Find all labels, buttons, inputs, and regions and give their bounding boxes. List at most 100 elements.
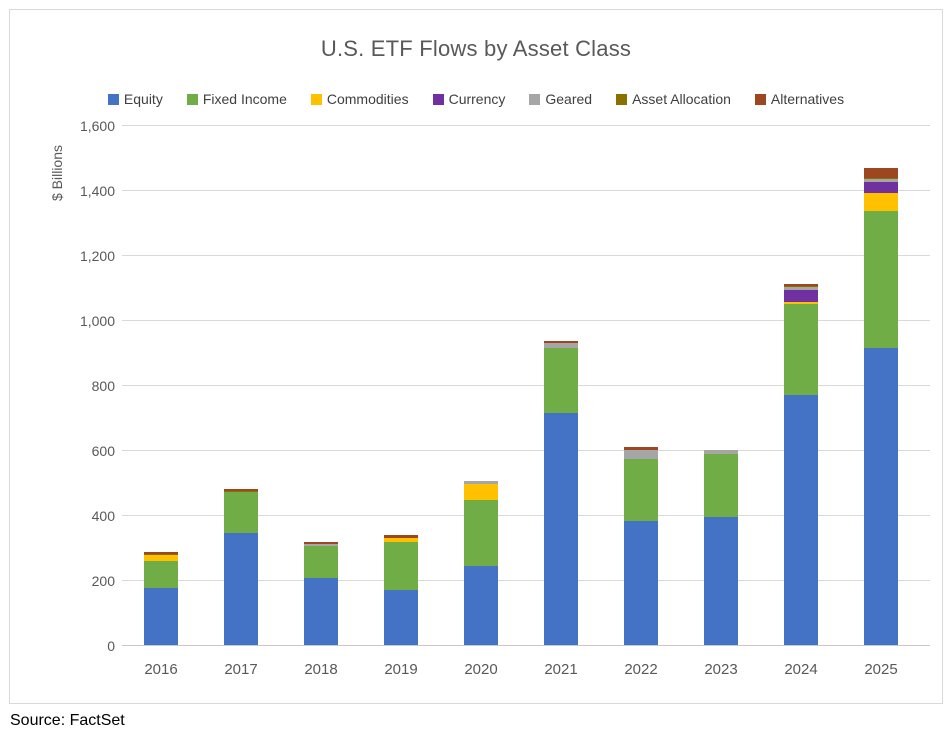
bar-segment-commodities-2017	[224, 491, 258, 493]
bar-segment-commodities-2024	[784, 301, 818, 305]
bar-segment-alternatives-2025	[864, 168, 898, 178]
bar-segment-alternatives-2016	[144, 551, 178, 554]
x-tick-label-2016: 2016	[144, 661, 178, 678]
x-tick-label-2023: 2023	[704, 661, 738, 678]
x-axis-line	[122, 645, 930, 646]
bar-segment-fixed-income-2020	[464, 499, 498, 567]
legend-swatch-icon	[310, 93, 322, 105]
gridline	[122, 255, 930, 256]
y-axis-title-text: $ Billions	[49, 144, 65, 202]
legend-label: Alternatives	[770, 91, 845, 107]
legend-swatch-icon	[432, 93, 444, 105]
legend-swatch-icon	[616, 93, 628, 105]
bar-segment-fixed-income-2017	[224, 492, 258, 533]
gridline	[122, 125, 930, 126]
bar-segment-asset-allocation-2024	[784, 286, 818, 288]
bar-segment-fixed-income-2018	[304, 545, 338, 579]
bar-segment-equity-2024	[784, 395, 818, 645]
bar-segment-commodities-2025	[864, 193, 898, 212]
chart-title: U.S. ETF Flows by Asset Class	[320, 36, 632, 61]
bar-segment-fixed-income-2016	[144, 560, 178, 589]
legend-label: Currency	[448, 91, 506, 107]
gridline	[122, 450, 930, 451]
y-tick-label: 600	[91, 442, 115, 459]
bar-segment-alternatives-2019	[384, 535, 418, 538]
legend-item-geared: Geared	[529, 91, 592, 107]
bar-segment-fixed-income-2021	[544, 347, 578, 413]
y-tick-label: 800	[91, 377, 115, 394]
gridline	[122, 190, 930, 191]
bar-segment-equity-2018	[304, 578, 338, 645]
bar-segment-geared-2021	[544, 343, 578, 348]
legend-label: Fixed Income	[202, 91, 287, 107]
x-tick-label-2019: 2019	[384, 661, 418, 678]
bar-segment-fixed-income-2025	[864, 211, 898, 348]
gridline	[122, 580, 930, 581]
bar-segment-geared-2024	[784, 287, 818, 291]
x-tick-label-2021: 2021	[544, 661, 578, 678]
legend-label: Commodities	[326, 91, 409, 107]
bar-segment-currency-2024	[784, 290, 818, 302]
bar-segment-geared-2025	[864, 178, 898, 182]
x-tick-label-2024: 2024	[784, 661, 818, 678]
y-tick-label: 200	[91, 572, 115, 589]
bar-segment-commodities-2016	[144, 554, 178, 561]
y-tick-label: 1,600	[79, 117, 115, 134]
bar-segment-equity-2023	[704, 516, 738, 645]
x-tick-label-2025: 2025	[864, 661, 898, 678]
bar-segment-asset-allocation-2017	[224, 490, 258, 492]
legend-item-fixed-income: Fixed Income	[186, 91, 287, 107]
bar-segment-geared-2022	[624, 449, 658, 459]
bar-segment-commodities-2019	[384, 537, 418, 542]
legend-item-currency: Currency	[432, 91, 506, 107]
chart-legend: Equity Fixed Income Commodities Currency Gea…	[10, 91, 942, 107]
x-tick-label-2020: 2020	[464, 661, 498, 678]
y-tick-label: 1,200	[79, 247, 115, 264]
legend-item-commodities: Commodities	[310, 91, 409, 107]
bar-segment-fixed-income-2022	[624, 458, 658, 521]
bar-segment-geared-2018	[304, 544, 338, 546]
legend-label: Asset Allocation	[632, 91, 731, 107]
bar-segment-alternatives-2022	[624, 447, 658, 450]
y-tick-label: 0	[107, 637, 115, 654]
gridline	[122, 515, 930, 516]
bar-segment-currency-2025	[864, 181, 898, 194]
gridline	[122, 320, 930, 321]
bar-segment-alternatives-2024	[784, 284, 818, 287]
legend-swatch-icon	[107, 93, 119, 105]
gridline	[122, 385, 930, 386]
bar-segment-equity-2022	[624, 520, 658, 645]
chart-frame: U.S. ETF Flows by Asset Class Equity Fixe…	[9, 9, 943, 704]
bar-segment-equity-2025	[864, 347, 898, 645]
x-tick-label-2017: 2017	[224, 661, 258, 678]
bar-segment-equity-2016	[144, 588, 178, 645]
y-tick-label: 400	[91, 507, 115, 524]
bar-segment-alternatives-2021	[544, 340, 578, 344]
x-tick-label-2022: 2022	[624, 661, 658, 678]
y-tick-label: 1,000	[79, 312, 115, 329]
legend-label: Geared	[545, 91, 593, 107]
bar-segment-alternatives-2018	[304, 541, 338, 545]
bar-segment-equity-2017	[224, 532, 258, 645]
legend-swatch-icon	[529, 93, 541, 105]
bar-segment-geared-2020	[464, 480, 498, 485]
legend-swatch-icon	[186, 93, 198, 105]
legend-swatch-icon	[754, 93, 766, 105]
x-tick-label-2018: 2018	[304, 661, 338, 678]
bar-segment-fixed-income-2024	[784, 304, 818, 396]
bar-segment-equity-2019	[384, 590, 418, 645]
bar-segment-asset-allocation-2016	[144, 553, 178, 555]
bar-segment-asset-allocation-2025	[864, 177, 898, 179]
legend-item-equity: Equity	[107, 91, 163, 107]
bar-segment-geared-2023	[704, 450, 738, 454]
bar-segment-equity-2021	[544, 412, 578, 645]
bar-segment-fixed-income-2019	[384, 541, 418, 591]
legend-item-alternatives: Alternatives	[754, 91, 845, 107]
bar-segment-equity-2020	[464, 566, 498, 645]
legend-label: Equity	[123, 91, 163, 107]
bar-segment-commodities-2020	[464, 484, 498, 500]
bar-segment-fixed-income-2023	[704, 453, 738, 517]
legend-item-asset-allocation: Asset Allocation	[616, 91, 731, 107]
source-text: Source: FactSet	[10, 712, 125, 729]
